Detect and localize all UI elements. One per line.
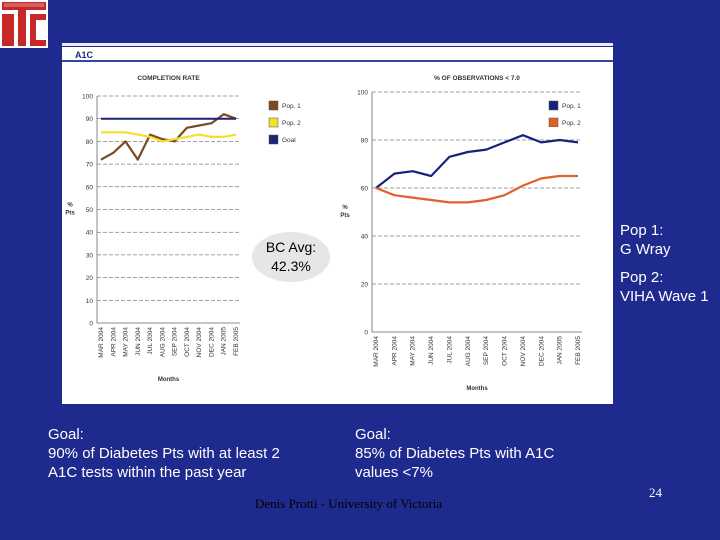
x-tick-label: JUL 2004 xyxy=(446,336,453,364)
figure-title: A1C xyxy=(75,50,94,60)
chart-title: % OF OBSERVATIONS < 7.0 xyxy=(434,75,520,82)
x-tick-label: JAN 2005 xyxy=(221,327,228,356)
legend-swatch xyxy=(548,117,559,127)
x-axis-label: Months xyxy=(158,377,180,383)
x-tick-label: NOV 2004 xyxy=(520,336,527,367)
pop2-label: Pop 2: VIHA Wave 1 xyxy=(620,268,709,306)
legend-label: Pop. 2 xyxy=(562,120,581,127)
x-tick-label: OCT 2004 xyxy=(502,336,509,366)
legend-label: Pop. 1 xyxy=(282,103,301,110)
legend-label: Goal xyxy=(282,137,296,144)
y-tick-label: 90 xyxy=(86,116,94,123)
y-tick-label: 100 xyxy=(357,90,368,97)
y-tick-label: 30 xyxy=(86,252,94,259)
x-tick-label: MAY 2004 xyxy=(410,336,417,366)
x-tick-label: MAR 2004 xyxy=(98,327,105,358)
x-tick-label: DEC 2004 xyxy=(538,336,545,366)
pop2-name: VIHA Wave 1 xyxy=(620,288,709,305)
x-tick-label: APR 2004 xyxy=(391,336,398,366)
x-tick-label: JUL 2004 xyxy=(147,327,154,355)
x-tick-label: MAR 2004 xyxy=(373,336,380,367)
university-logo-icon xyxy=(0,0,48,48)
x-tick-label: APR 2004 xyxy=(110,327,117,357)
goal-left: Goal: 90% of Diabetes Pts with at least … xyxy=(48,425,280,482)
x-tick-label: SEP 2004 xyxy=(172,327,179,357)
y-tick-label: 100 xyxy=(82,94,93,101)
x-tick-label: SEP 2004 xyxy=(483,336,490,366)
y-tick-label: 0 xyxy=(364,330,368,337)
y-tick-label: 40 xyxy=(86,230,94,237)
y-axis-label: Pts xyxy=(340,213,350,219)
y-tick-label: 70 xyxy=(86,162,94,169)
pop1-label: Pop 1: G Wray xyxy=(620,221,671,259)
x-tick-label: JUN 2004 xyxy=(135,327,142,356)
goal-right-title: Goal: xyxy=(355,426,391,443)
pop2-title: Pop 2: xyxy=(620,269,664,286)
legend-swatch xyxy=(548,100,559,111)
x-tick-label: MAY 2004 xyxy=(123,327,130,357)
title-rule xyxy=(62,43,613,46)
y-axis-label: % xyxy=(342,205,348,211)
pop1-name: G Wray xyxy=(620,241,671,258)
y-tick-label: 60 xyxy=(361,186,369,193)
legend-swatch xyxy=(268,100,279,111)
bc-avg-label: BC Avg: xyxy=(265,239,317,255)
x-tick-label: AUG 2004 xyxy=(465,336,472,367)
legend-label: Pop. 2 xyxy=(282,120,301,127)
y-tick-label: 20 xyxy=(86,275,94,282)
y-tick-label: 80 xyxy=(361,138,369,145)
figure-title-rule xyxy=(62,60,613,62)
y-axis-label: % xyxy=(67,203,73,209)
y-axis-label: Pts xyxy=(65,211,75,217)
x-tick-label: OCT 2004 xyxy=(184,327,191,357)
x-tick-label: FEB 2005 xyxy=(233,327,240,356)
y-tick-label: 50 xyxy=(86,207,94,214)
goal-left-line2: A1C tests within the past year xyxy=(48,464,247,481)
goal-right: Goal: 85% of Diabetes Pts with A1C value… xyxy=(355,425,554,482)
x-tick-label: DEC 2004 xyxy=(208,327,215,357)
goal-right-line2: values <7% xyxy=(355,464,433,481)
observations-chart: % OF OBSERVATIONS < 7.0% Pts 0 20 40 60 80 100 M… xyxy=(340,75,582,392)
legend-label: Pop. 1 xyxy=(562,103,581,110)
bc-average-callout: BC Avg: 42.3% xyxy=(252,232,330,282)
x-axis-label: Months xyxy=(466,386,488,392)
legend-swatch xyxy=(268,134,279,145)
series-pop-1-line xyxy=(375,134,579,189)
page-number: 24 xyxy=(649,485,662,500)
y-tick-label: 40 xyxy=(361,234,369,241)
y-tick-label: 80 xyxy=(86,139,94,146)
footer-credit: Denis Protti - University of Victoria xyxy=(255,496,443,511)
bc-avg-value: 42.3% xyxy=(271,258,311,274)
completion-rate-legend: Pop. 1 Pop. 2 Goal xyxy=(268,100,301,145)
x-tick-label: JAN 2005 xyxy=(557,336,564,365)
y-tick-label: 60 xyxy=(86,184,94,191)
goal-right-line1: 85% of Diabetes Pts with A1C xyxy=(355,445,555,462)
series-pop-2-line xyxy=(375,174,578,204)
y-tick-label: 10 xyxy=(86,298,94,305)
goal-left-title: Goal: xyxy=(48,426,84,443)
x-tick-label: JUN 2004 xyxy=(428,336,435,365)
completion-rate-chart: COMPLETION RATE% Pts 0 10 20 30 40 50 60 70 80 90 10… xyxy=(65,75,240,383)
chart-figure: A1C COMPLETION RATE% Pts 0 10 20 30 40 50 60 70 80… xyxy=(62,47,613,404)
goal-left-line1: 90% of Diabetes Pts with at least 2 xyxy=(48,445,280,462)
legend-swatch xyxy=(268,117,279,128)
y-tick-label: 0 xyxy=(89,321,93,328)
observations-legend: Pop. 1 Pop. 2 xyxy=(548,100,581,127)
y-tick-label: 20 xyxy=(361,282,369,289)
chart-title: COMPLETION RATE xyxy=(137,75,200,82)
x-tick-label: AUG 2004 xyxy=(159,327,166,358)
pop1-title: Pop 1: xyxy=(620,222,664,239)
x-tick-label: FEB 2005 xyxy=(575,336,582,365)
series-pop-2-line xyxy=(101,131,237,143)
x-tick-label: NOV 2004 xyxy=(196,327,203,358)
